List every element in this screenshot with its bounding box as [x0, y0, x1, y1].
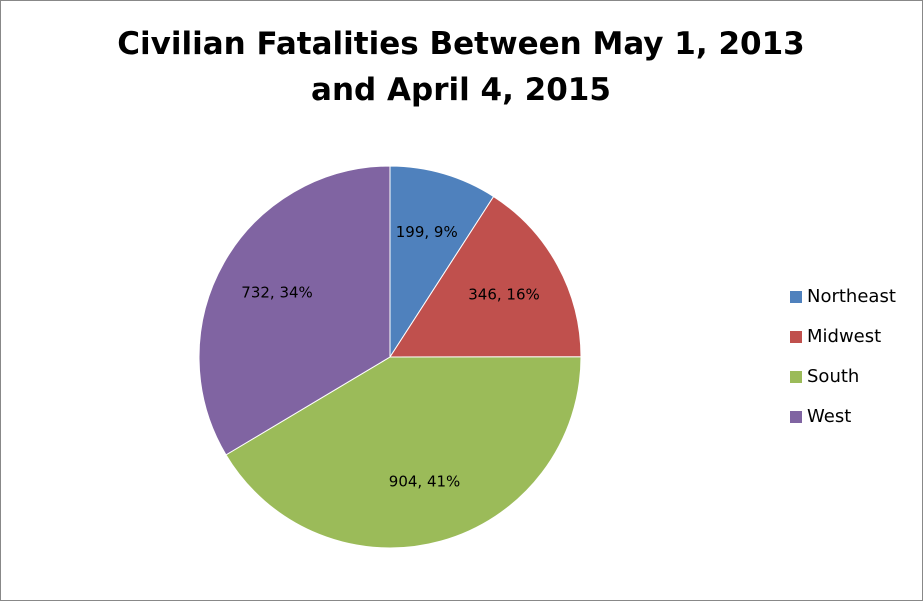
legend-swatch — [790, 371, 802, 383]
legend-label: Midwest — [807, 326, 881, 347]
legend-label: Northeast — [807, 286, 896, 307]
legend-label: West — [807, 406, 851, 427]
data-label: 199, 9% — [396, 223, 458, 241]
pie-slice — [389, 195, 582, 358]
chart-title: Civilian Fatalities Between May 1, 2013 … — [117, 26, 805, 108]
data-label: 732, 34% — [241, 283, 313, 301]
legend-swatch — [790, 331, 802, 343]
pie-slice — [389, 165, 495, 359]
legend-swatch — [790, 291, 802, 303]
pie-slice — [198, 165, 391, 456]
data-label: 346, 16% — [468, 285, 540, 303]
pie-slice — [225, 356, 582, 549]
legend-swatch — [790, 411, 802, 423]
data-label: 904, 41% — [389, 473, 461, 491]
legend-label: South — [807, 366, 859, 387]
